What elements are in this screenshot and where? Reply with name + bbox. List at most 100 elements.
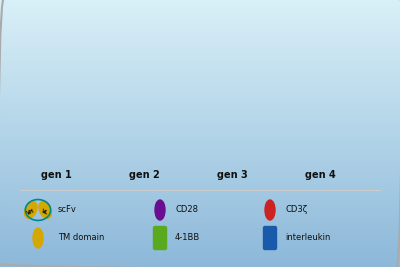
Bar bbox=[0, 24, 400, 27]
Bar bbox=[0, 112, 400, 115]
Bar bbox=[0, 195, 400, 198]
Bar bbox=[0, 69, 400, 72]
Bar bbox=[0, 264, 400, 267]
Bar bbox=[0, 219, 400, 222]
Bar bbox=[0, 64, 400, 67]
Bar bbox=[0, 190, 400, 192]
Text: 4-1BB: 4-1BB bbox=[175, 234, 200, 242]
Ellipse shape bbox=[39, 202, 51, 218]
Bar bbox=[0, 200, 400, 203]
Bar bbox=[0, 83, 400, 85]
Bar bbox=[0, 139, 400, 142]
Bar bbox=[0, 131, 400, 134]
Bar bbox=[0, 224, 400, 227]
Bar bbox=[0, 88, 400, 91]
Bar bbox=[0, 160, 400, 163]
Text: gen 4: gen 4 bbox=[305, 170, 335, 180]
Text: scFv: scFv bbox=[58, 206, 77, 214]
Bar bbox=[0, 142, 400, 144]
Bar bbox=[0, 11, 400, 13]
Bar bbox=[0, 3, 400, 5]
Bar bbox=[0, 0, 400, 3]
Bar bbox=[0, 251, 400, 254]
Bar bbox=[0, 168, 400, 171]
Bar bbox=[0, 176, 400, 179]
Bar bbox=[0, 123, 400, 125]
Bar bbox=[0, 174, 400, 176]
Bar bbox=[0, 248, 400, 251]
Bar bbox=[0, 59, 400, 61]
Bar bbox=[0, 232, 400, 235]
Bar bbox=[0, 208, 400, 211]
Bar bbox=[0, 136, 400, 139]
Bar bbox=[0, 158, 400, 160]
Bar bbox=[0, 182, 400, 184]
Bar bbox=[0, 93, 400, 96]
Bar bbox=[0, 155, 400, 158]
Text: gen 2: gen 2 bbox=[129, 170, 159, 180]
Bar bbox=[0, 179, 400, 182]
Bar bbox=[0, 128, 400, 131]
Bar bbox=[0, 13, 400, 16]
Ellipse shape bbox=[265, 200, 275, 220]
Text: gen 1: gen 1 bbox=[41, 170, 71, 180]
Text: gen 3: gen 3 bbox=[217, 170, 247, 180]
Bar bbox=[0, 222, 400, 224]
Text: CD3ζ: CD3ζ bbox=[285, 206, 307, 214]
Bar bbox=[0, 216, 400, 219]
Text: VH: VH bbox=[26, 208, 36, 216]
Text: VL: VL bbox=[41, 208, 49, 216]
Bar bbox=[0, 184, 400, 187]
Ellipse shape bbox=[33, 228, 43, 248]
Bar bbox=[0, 8, 400, 11]
Bar bbox=[0, 48, 400, 51]
Bar bbox=[0, 230, 400, 232]
Text: interleukin: interleukin bbox=[285, 234, 330, 242]
Bar bbox=[0, 243, 400, 246]
Bar bbox=[0, 45, 400, 48]
Bar bbox=[0, 227, 400, 230]
Bar bbox=[0, 256, 400, 259]
Bar bbox=[0, 192, 400, 195]
Bar bbox=[0, 238, 400, 240]
Bar bbox=[0, 72, 400, 75]
Bar bbox=[0, 211, 400, 214]
Bar bbox=[0, 163, 400, 166]
Bar bbox=[0, 206, 400, 208]
Bar bbox=[0, 107, 400, 109]
Bar bbox=[0, 85, 400, 88]
Bar bbox=[0, 53, 400, 56]
Bar bbox=[0, 144, 400, 147]
Bar bbox=[0, 134, 400, 136]
Bar bbox=[0, 117, 400, 120]
Text: CD28: CD28 bbox=[175, 206, 198, 214]
Text: TM domain: TM domain bbox=[58, 234, 104, 242]
Bar bbox=[0, 115, 400, 117]
Bar bbox=[0, 80, 400, 83]
FancyBboxPatch shape bbox=[154, 226, 166, 249]
Bar bbox=[0, 235, 400, 238]
Bar bbox=[0, 203, 400, 206]
Bar bbox=[0, 187, 400, 190]
Bar bbox=[0, 166, 400, 168]
Bar bbox=[0, 16, 400, 19]
Bar bbox=[0, 254, 400, 256]
Bar bbox=[0, 75, 400, 77]
Bar bbox=[0, 40, 400, 43]
Bar bbox=[0, 171, 400, 174]
Bar bbox=[0, 152, 400, 155]
Bar bbox=[0, 104, 400, 107]
Bar bbox=[0, 43, 400, 45]
Bar bbox=[0, 67, 400, 69]
Bar bbox=[0, 21, 400, 24]
Bar bbox=[0, 125, 400, 128]
Bar bbox=[0, 27, 400, 29]
Bar bbox=[0, 99, 400, 101]
Bar bbox=[0, 51, 400, 53]
Bar bbox=[0, 61, 400, 64]
Ellipse shape bbox=[155, 200, 165, 220]
Bar bbox=[0, 96, 400, 99]
Bar bbox=[0, 120, 400, 123]
Bar bbox=[0, 37, 400, 40]
Bar bbox=[0, 77, 400, 80]
